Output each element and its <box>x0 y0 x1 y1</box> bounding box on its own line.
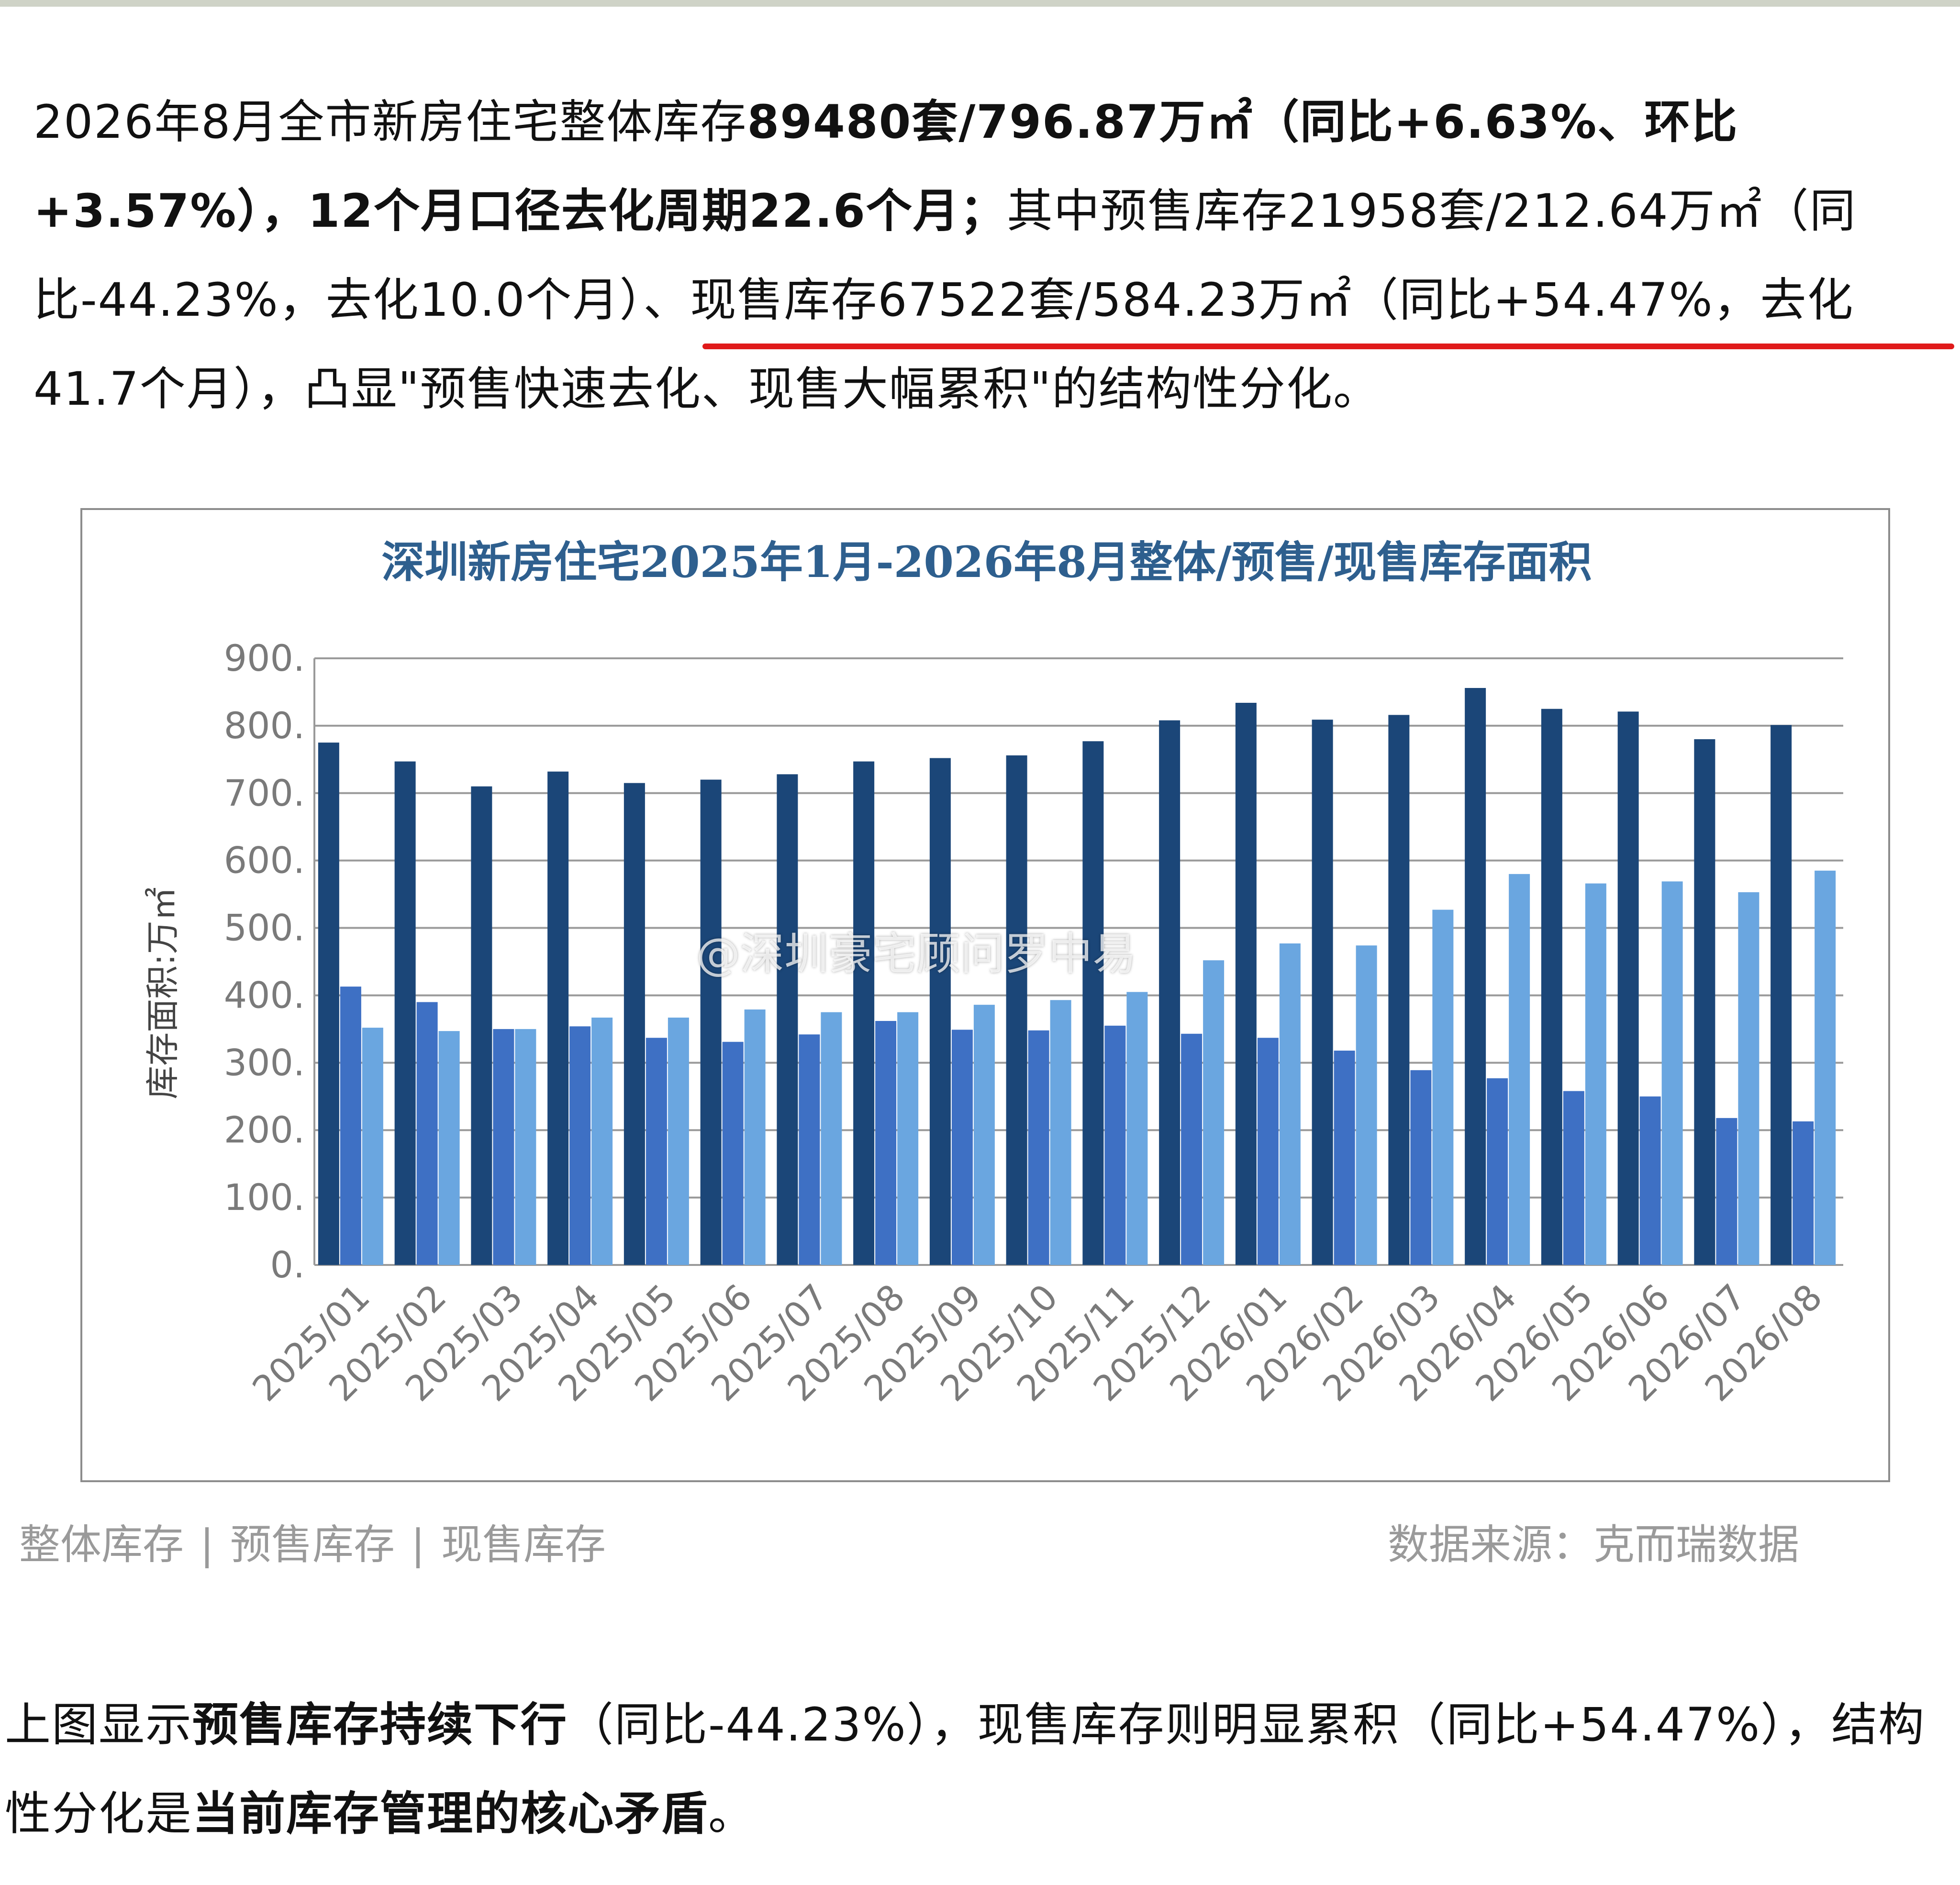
bar-total <box>1388 715 1410 1265</box>
intro-text-2-bold: 89480套/796.87万㎡（同比+6.63%、环比+3.57%），12个月口… <box>33 95 1738 238</box>
bar-total <box>853 761 875 1265</box>
bar-total <box>1617 711 1639 1265</box>
bar-total <box>394 761 416 1265</box>
bar-presale <box>1334 1050 1355 1265</box>
bar-spot <box>821 1012 842 1265</box>
bars <box>318 687 1836 1265</box>
bar-total <box>777 774 798 1265</box>
bar-presale <box>1639 1096 1661 1265</box>
bar-spot <box>1585 883 1606 1265</box>
bar-spot <box>591 1017 613 1265</box>
outro-text-2-bold: 预售库存持续下行 <box>192 1698 568 1752</box>
bar-spot <box>1356 945 1377 1265</box>
y-tick-label: 800. <box>224 704 305 747</box>
bar-presale <box>951 1030 973 1265</box>
bar-presale <box>1563 1091 1584 1265</box>
bar-presale <box>1257 1038 1279 1265</box>
y-tick-label: 600. <box>224 839 305 882</box>
y-tick-label: 200. <box>224 1109 305 1151</box>
bar-presale <box>340 987 361 1265</box>
bar-presale <box>722 1042 744 1265</box>
outro-text-3: （同比-44.23%），现售库存则明显累积（同比+54.47%），结构性分化是 <box>5 1698 1926 1841</box>
intro-text-5: ，凸显"预售快速去化、现售大幅累积"的结构性分化。 <box>257 362 1381 416</box>
outro-paragraph: 上图显示预售库存持续下行（同比-44.23%），现售库存则明显累积（同比+54.… <box>5 1680 1948 1858</box>
bar-presale <box>1028 1030 1049 1265</box>
bar-total <box>471 786 492 1265</box>
intro-text-1: 2026年8月全市新房住宅整体库存 <box>33 95 747 149</box>
bar-total <box>1235 702 1257 1265</box>
bar-spot <box>1432 909 1454 1265</box>
bar-spot <box>438 1031 460 1265</box>
bar-total <box>700 779 722 1265</box>
bar-total <box>624 783 645 1265</box>
x-tick-labels: 2025/012025/022025/032025/042025/052025/… <box>245 1276 1830 1409</box>
y-tick-label: 100. <box>224 1176 305 1219</box>
bar-presale <box>1410 1070 1432 1265</box>
intro-text-3: 其中预售库存21958套/212.64万㎡（同比-44.23%，去化10.0个月… <box>33 184 1857 327</box>
y-tick-label: 400. <box>224 974 305 1016</box>
bar-presale <box>799 1034 820 1265</box>
intro-text-4-underlined: 现售库存67522套/584.23万㎡（同比+54.47%，去化41.7个月） <box>33 273 1854 416</box>
legend-separator: | <box>411 1521 425 1569</box>
bar-total <box>318 743 339 1265</box>
bar-presale <box>1716 1118 1737 1265</box>
legend-total: 整体库存 <box>19 1521 184 1569</box>
bar-spot <box>1050 1000 1071 1265</box>
bar-spot <box>362 1028 383 1265</box>
bar-spot <box>668 1017 689 1265</box>
legend: 整体库存 | 预售库存 | 现售库存 <box>19 1511 606 1571</box>
y-tick-label: 300. <box>224 1041 305 1084</box>
y-axis-label: 库存面积:万㎡ <box>143 887 182 1099</box>
top-image-strip <box>0 0 1960 7</box>
y-tick-label: 900. <box>224 637 305 679</box>
bar-presale <box>493 1029 514 1265</box>
bar-spot <box>897 1012 919 1265</box>
bar-spot <box>973 1005 995 1265</box>
bar-total <box>1541 709 1562 1265</box>
watermark-text: @深圳豪宅顾问罗中易 <box>696 929 1137 980</box>
y-tick-label: 700. <box>224 772 305 814</box>
legend-spot: 现售库存 <box>441 1521 606 1569</box>
bar-total <box>1312 720 1333 1265</box>
inventory-bar-chart: 深圳新房住宅2025年1月-2026年8月整体/预售/现售库存面积 库存面积:万… <box>143 537 1843 1409</box>
legend-separator: | <box>200 1521 214 1569</box>
bar-total <box>1465 687 1486 1265</box>
bar-total <box>1082 741 1104 1265</box>
y-tick-labels: 0. 100. 200. 300. 400. 500. 600. 700. 800. 900. <box>224 637 305 1286</box>
bar-spot <box>1279 943 1301 1265</box>
bar-spot <box>1126 992 1148 1265</box>
outro-text-4-bold: 当前库存管理的核心矛盾 <box>192 1787 708 1841</box>
bar-presale <box>416 1002 438 1265</box>
bar-presale <box>1793 1121 1814 1265</box>
bar-total <box>1006 755 1027 1265</box>
bar-total <box>1694 739 1715 1265</box>
bar-presale <box>1104 1025 1126 1265</box>
bar-spot <box>515 1029 536 1265</box>
intro-paragraph: 2026年8月全市新房住宅整体库存89480套/796.87万㎡（同比+6.63… <box>33 78 1928 433</box>
red-underline-highlight <box>702 344 1954 349</box>
y-tick-label: 500. <box>224 907 305 949</box>
y-tick-label: 0. <box>270 1243 305 1286</box>
outro-text-1: 上图显示 <box>5 1698 192 1752</box>
bar-presale <box>1487 1078 1508 1265</box>
outro-text-5: 。 <box>708 1787 755 1841</box>
bar-presale <box>875 1020 897 1265</box>
bar-spot <box>1203 960 1225 1265</box>
chart-title: 深圳新房住宅2025年1月-2026年8月整体/预售/现售库存面积 <box>381 537 1592 588</box>
bar-total <box>1159 720 1180 1265</box>
bar-spot <box>1661 881 1683 1265</box>
bar-presale <box>569 1026 591 1265</box>
chart-frame: 深圳新房住宅2025年1月-2026年8月整体/预售/现售库存面积 库存面积:万… <box>80 508 1890 1482</box>
bar-presale <box>646 1038 667 1265</box>
bar-spot <box>744 1009 766 1265</box>
bar-spot <box>1815 870 1836 1265</box>
bar-total <box>929 758 951 1265</box>
bar-total <box>547 771 569 1265</box>
legend-presale: 预售库存 <box>230 1521 395 1569</box>
data-source-note: 数据来源：克而瑞数据 <box>1388 1521 1799 1569</box>
bar-total <box>1771 725 1792 1265</box>
bar-spot <box>1738 892 1760 1265</box>
bar-spot <box>1509 874 1530 1265</box>
bar-presale <box>1181 1033 1203 1265</box>
